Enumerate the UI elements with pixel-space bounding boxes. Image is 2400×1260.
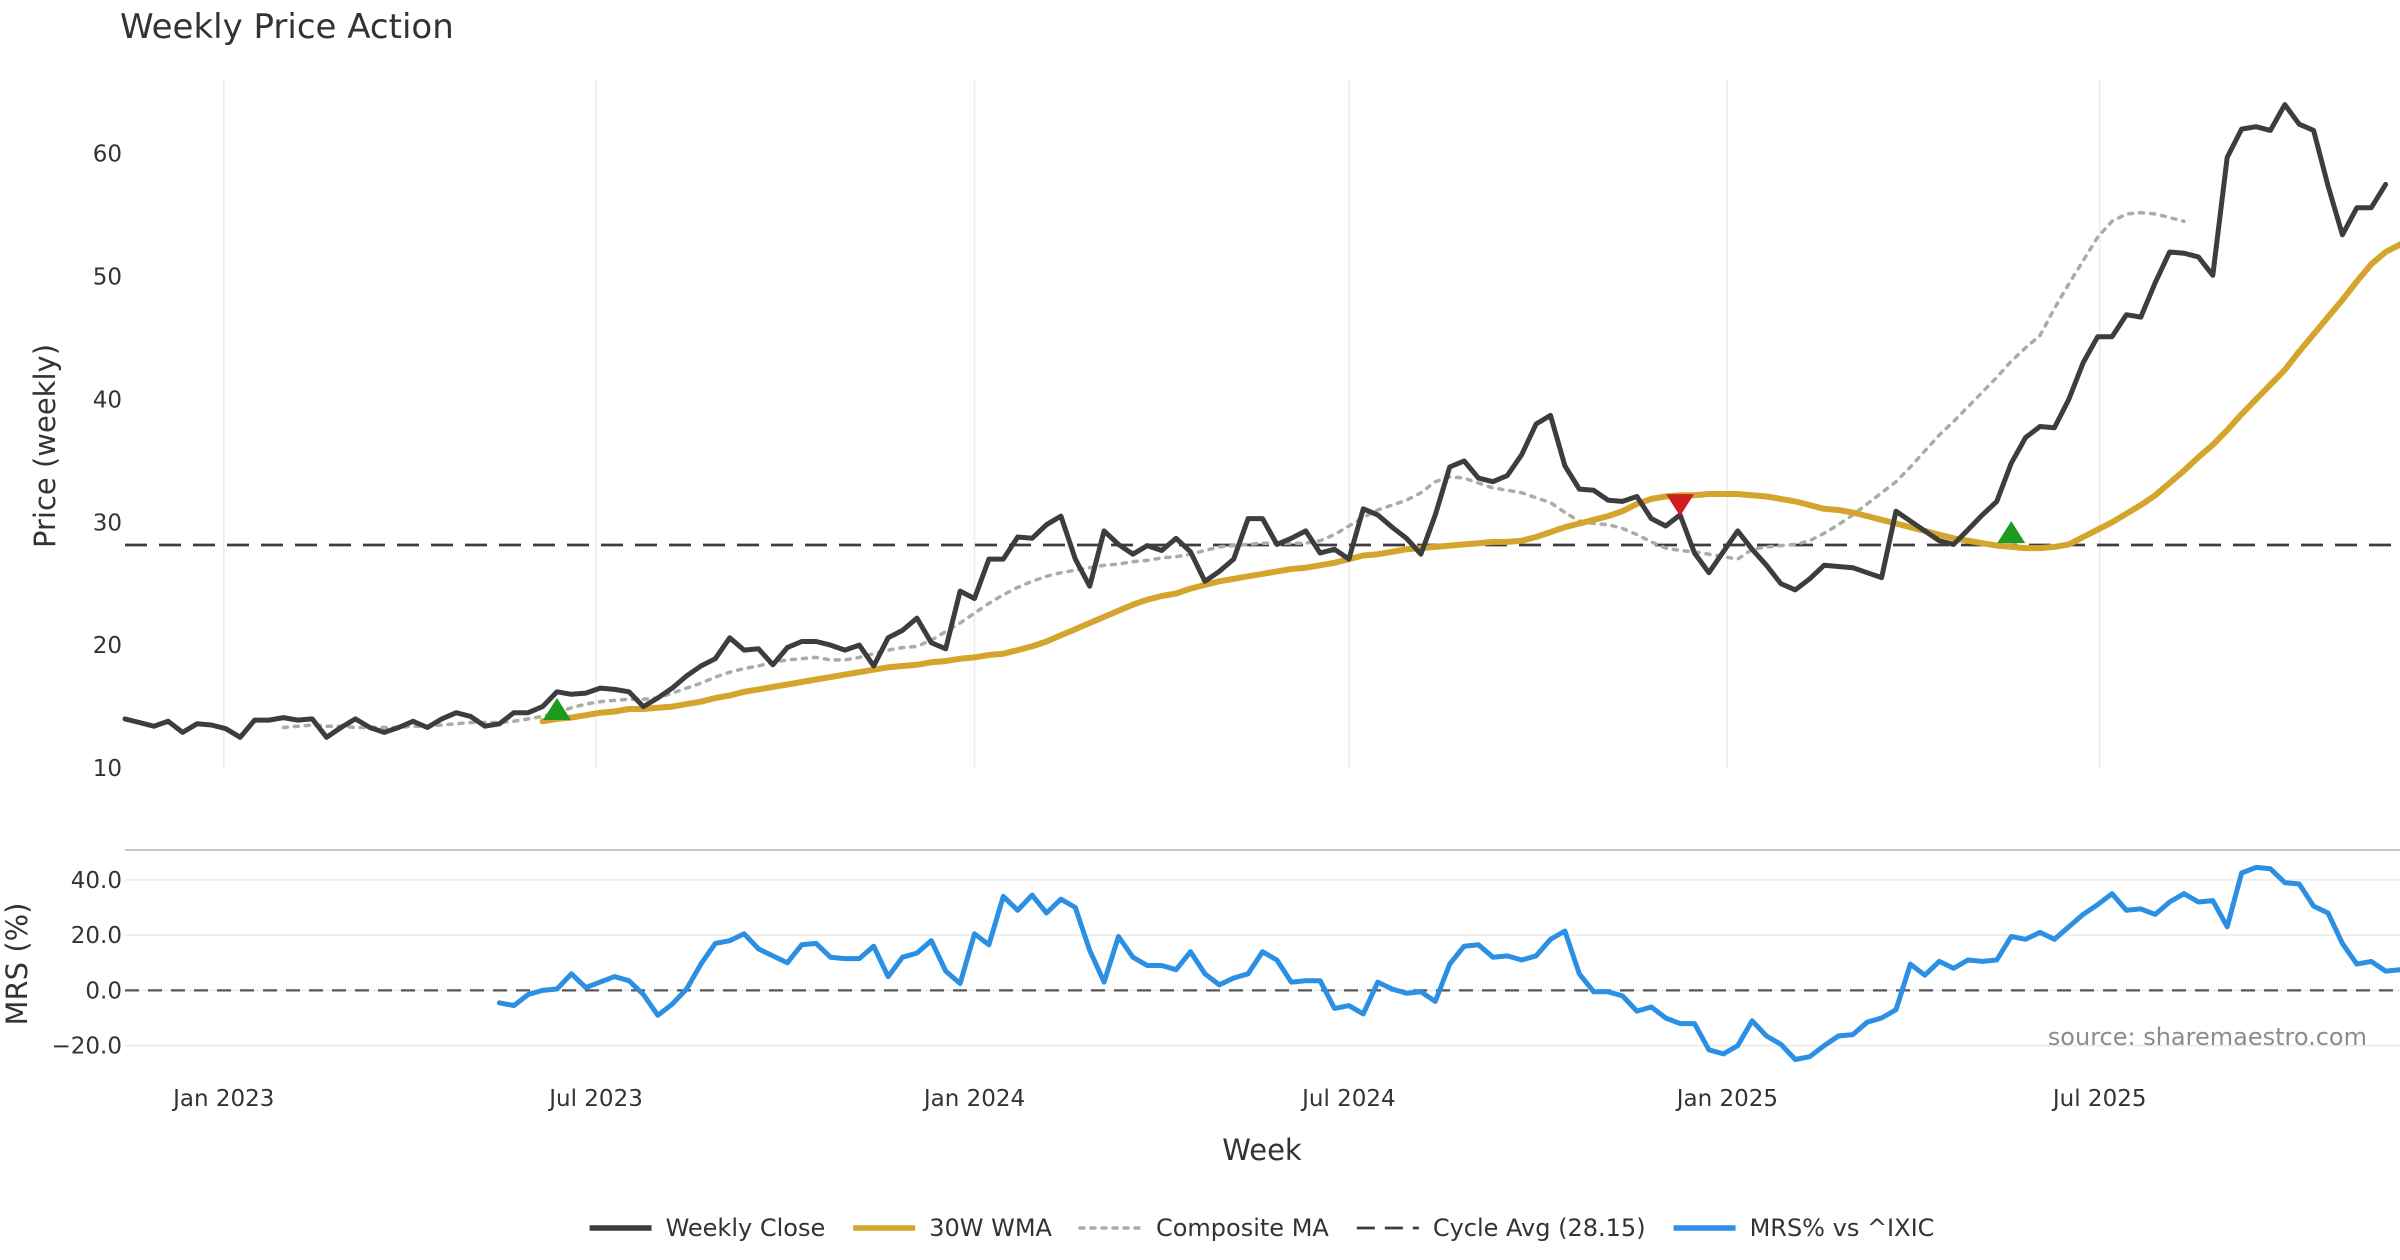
price-y-axis-label: Price (weekly) [28,344,62,548]
mrs-y-ticks: −20.0 0.0 20.0 40.0 [52,868,122,1060]
price-series-group [122,102,2400,740]
series-line-close [122,102,2389,740]
x-tick-label: Jan 2025 [1675,1086,1778,1112]
sell-signal-marker [1666,494,1695,517]
mrs-series-group [496,864,2400,1062]
legend-label-mrs: MRS% vs ^IXIC [1750,1214,1935,1242]
legend: Weekly Close 30W WMA Composite MA Cycle Avg… [589,1214,1935,1242]
x-tick-label: Jul 2024 [1300,1086,1396,1112]
legend-label-wma: 30W WMA [929,1214,1052,1242]
mrs-y-axis-label: MRS (%) [0,903,34,1026]
legend-label-cycle: Cycle Avg (28.15) [1433,1214,1646,1242]
price-y-tick-label: 50 [93,265,122,291]
mrs-grid [125,879,2400,1047]
legend-label-composite: Composite MA [1156,1214,1329,1242]
price-y-tick-label: 40 [93,387,122,413]
mrs-y-tick-label: 20.0 [71,923,122,949]
x-tick-label: Jan 2024 [922,1086,1025,1112]
price-y-ticks: 10 20 30 40 50 60 [93,142,122,782]
legend-label-close: Weekly Close [666,1214,826,1242]
source-note: source: sharemaestro.com [2048,1023,2367,1051]
x-tick-label: Jul 2023 [547,1086,643,1112]
chart-title: Weekly Price Action [120,7,454,47]
price-y-tick-label: 10 [93,756,122,782]
price-y-tick-label: 20 [93,633,122,659]
mrs-y-tick-label: −20.0 [52,1034,122,1060]
buy-signal-marker [1997,521,2026,544]
series-line-composite [281,210,2186,730]
x-axis-label: Week [1222,1133,1302,1167]
mrs-y-tick-label: 0.0 [85,978,122,1004]
price-y-tick-label: 30 [93,510,122,536]
price-grid [222,80,2101,768]
series-line-wma [539,241,2400,725]
series-line-mrs [496,864,2400,1062]
x-ticks: Jan 2023 Jul 2023 Jan 2024 Jul 2024 Jan 2025… [171,1086,2146,1112]
signal-markers [542,494,2026,721]
x-tick-label: Jul 2025 [2051,1086,2147,1112]
x-tick-label: Jan 2023 [171,1086,274,1112]
price-y-tick-label: 60 [93,142,122,168]
mrs-y-tick-label: 40.0 [71,868,122,894]
buy-signal-marker [542,698,571,721]
